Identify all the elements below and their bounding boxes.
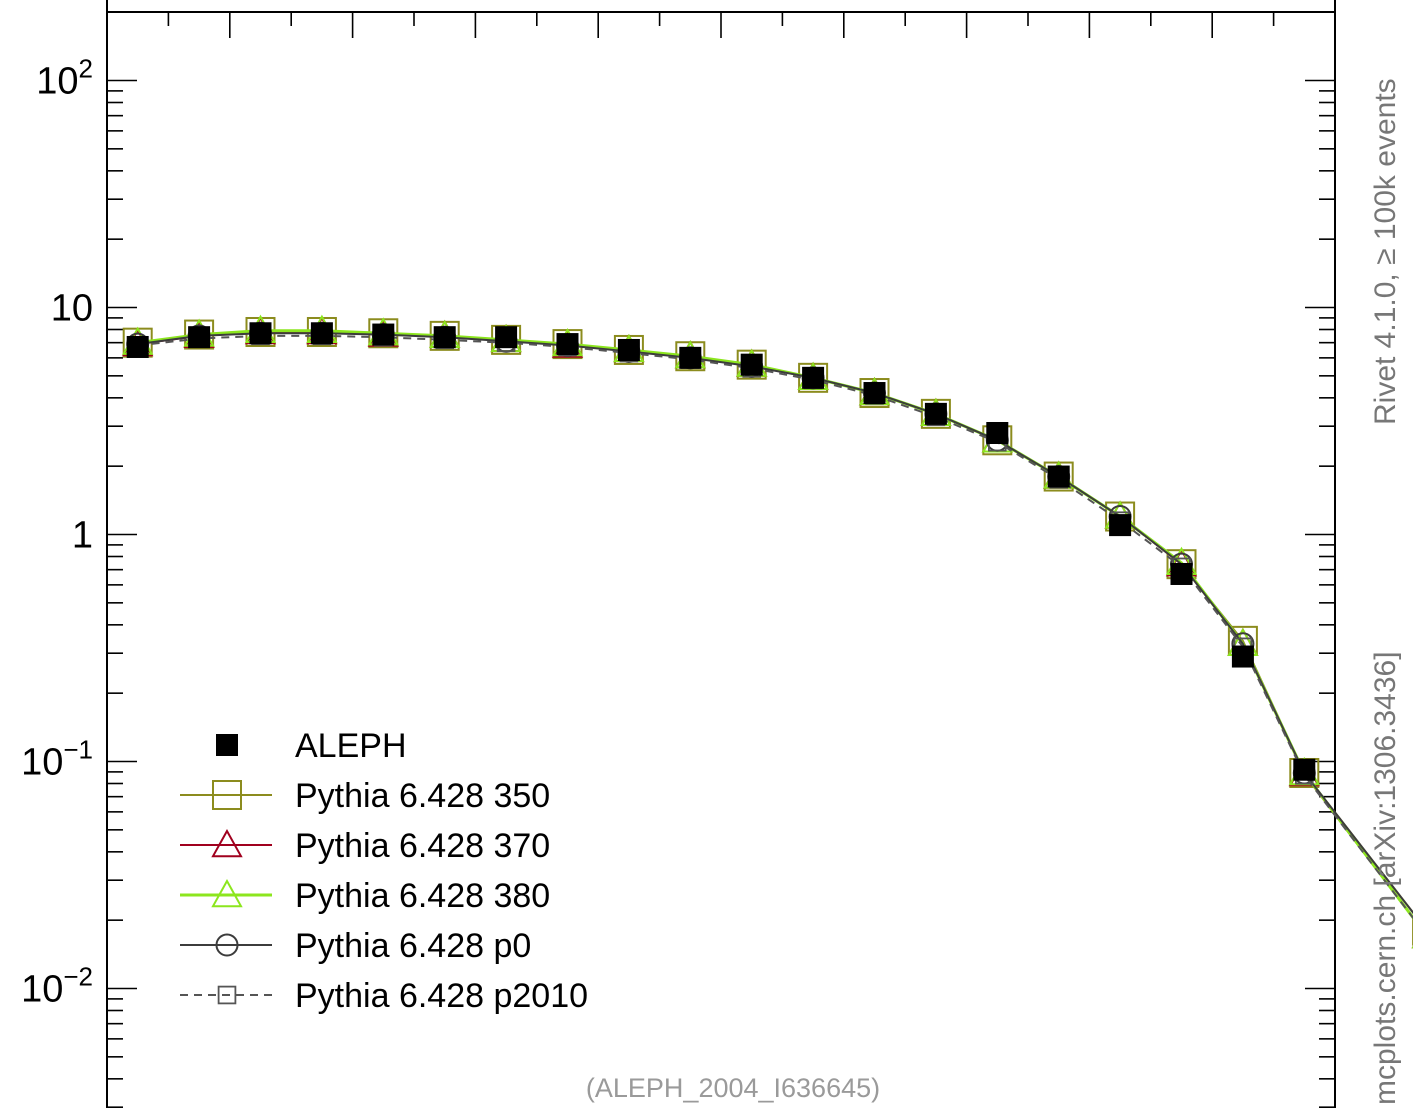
rivet-version-label: Rivet 4.1.0, ≥ 100k events	[1369, 78, 1402, 425]
data-point	[310, 322, 333, 345]
legend-label: Pythia 6.428 350	[295, 777, 550, 815]
data-point	[249, 322, 272, 345]
axis-ticks	[107, 11, 1335, 1108]
legend-label: ALEPH	[295, 727, 407, 765]
series-marker	[212, 780, 242, 810]
analysis-watermark: (ALEPH_2004_I636645)	[586, 1073, 880, 1103]
y-tick-label: 10−2	[21, 962, 93, 1011]
data-point	[1293, 758, 1316, 781]
y-tick-label: 1	[72, 515, 93, 557]
data-point	[679, 346, 702, 369]
series-marker	[211, 828, 243, 858]
y-tick-label-base: 10	[36, 61, 78, 103]
data-point	[188, 326, 211, 349]
series-marker	[217, 985, 237, 1005]
legend-item: Pythia 6.428 p0	[180, 927, 531, 965]
legend-label: Pythia 6.428 380	[295, 877, 550, 915]
y-tick-label: 10	[51, 288, 93, 330]
legend: ALEPH Pythia 6.428 350 Pythia 6.428 370 Pyt…	[180, 727, 588, 1015]
legend-label: Pythia 6.428 p2010	[295, 977, 588, 1015]
y-tick-label-exponent: −1	[63, 735, 93, 765]
legend-label: Pythia 6.428 370	[295, 827, 550, 865]
series-marker	[211, 878, 243, 908]
y-tick-label-base: 10	[51, 288, 93, 330]
y-tick-label-exponent: 2	[79, 54, 93, 84]
data-point	[126, 335, 149, 358]
legend-symbol-data	[216, 734, 238, 756]
data-point	[617, 338, 640, 361]
data-point	[924, 402, 947, 425]
data-point	[740, 353, 763, 376]
y-tick-label-base: 1	[72, 515, 93, 557]
y-tick-label: 102	[36, 54, 93, 103]
data-point	[1170, 562, 1193, 585]
y-tick-label-base: 10	[21, 742, 63, 784]
data-point	[556, 333, 579, 356]
series-marker	[215, 933, 239, 957]
data-point	[495, 326, 518, 349]
data-point	[802, 366, 825, 389]
data-point	[1047, 465, 1070, 488]
data-points	[126, 322, 1316, 781]
legend-item: Pythia 6.428 350	[180, 777, 550, 815]
legend-item: Pythia 6.428 p2010	[180, 977, 588, 1015]
data-point	[986, 421, 1009, 444]
legend-item: Pythia 6.428 380	[180, 877, 550, 915]
data-point	[433, 326, 456, 349]
mcplots-reference-label: mcplots.cern.ch [arXiv:1306.3436]	[1369, 651, 1402, 1105]
data-point	[1109, 514, 1132, 537]
y-tick-label: 10−1	[21, 735, 93, 784]
legend-item: Pythia 6.428 370	[180, 827, 550, 865]
data-point	[1231, 645, 1254, 668]
y-tick-label-exponent: −2	[63, 962, 93, 992]
legend-item: ALEPH	[216, 727, 407, 765]
series-line	[137, 334, 1413, 920]
legend-label: Pythia 6.428 p0	[295, 927, 531, 965]
data-point	[372, 323, 395, 346]
plot-frame	[106, 0, 1336, 1108]
data-point	[863, 382, 886, 405]
y-tick-label-base: 10	[21, 969, 63, 1011]
